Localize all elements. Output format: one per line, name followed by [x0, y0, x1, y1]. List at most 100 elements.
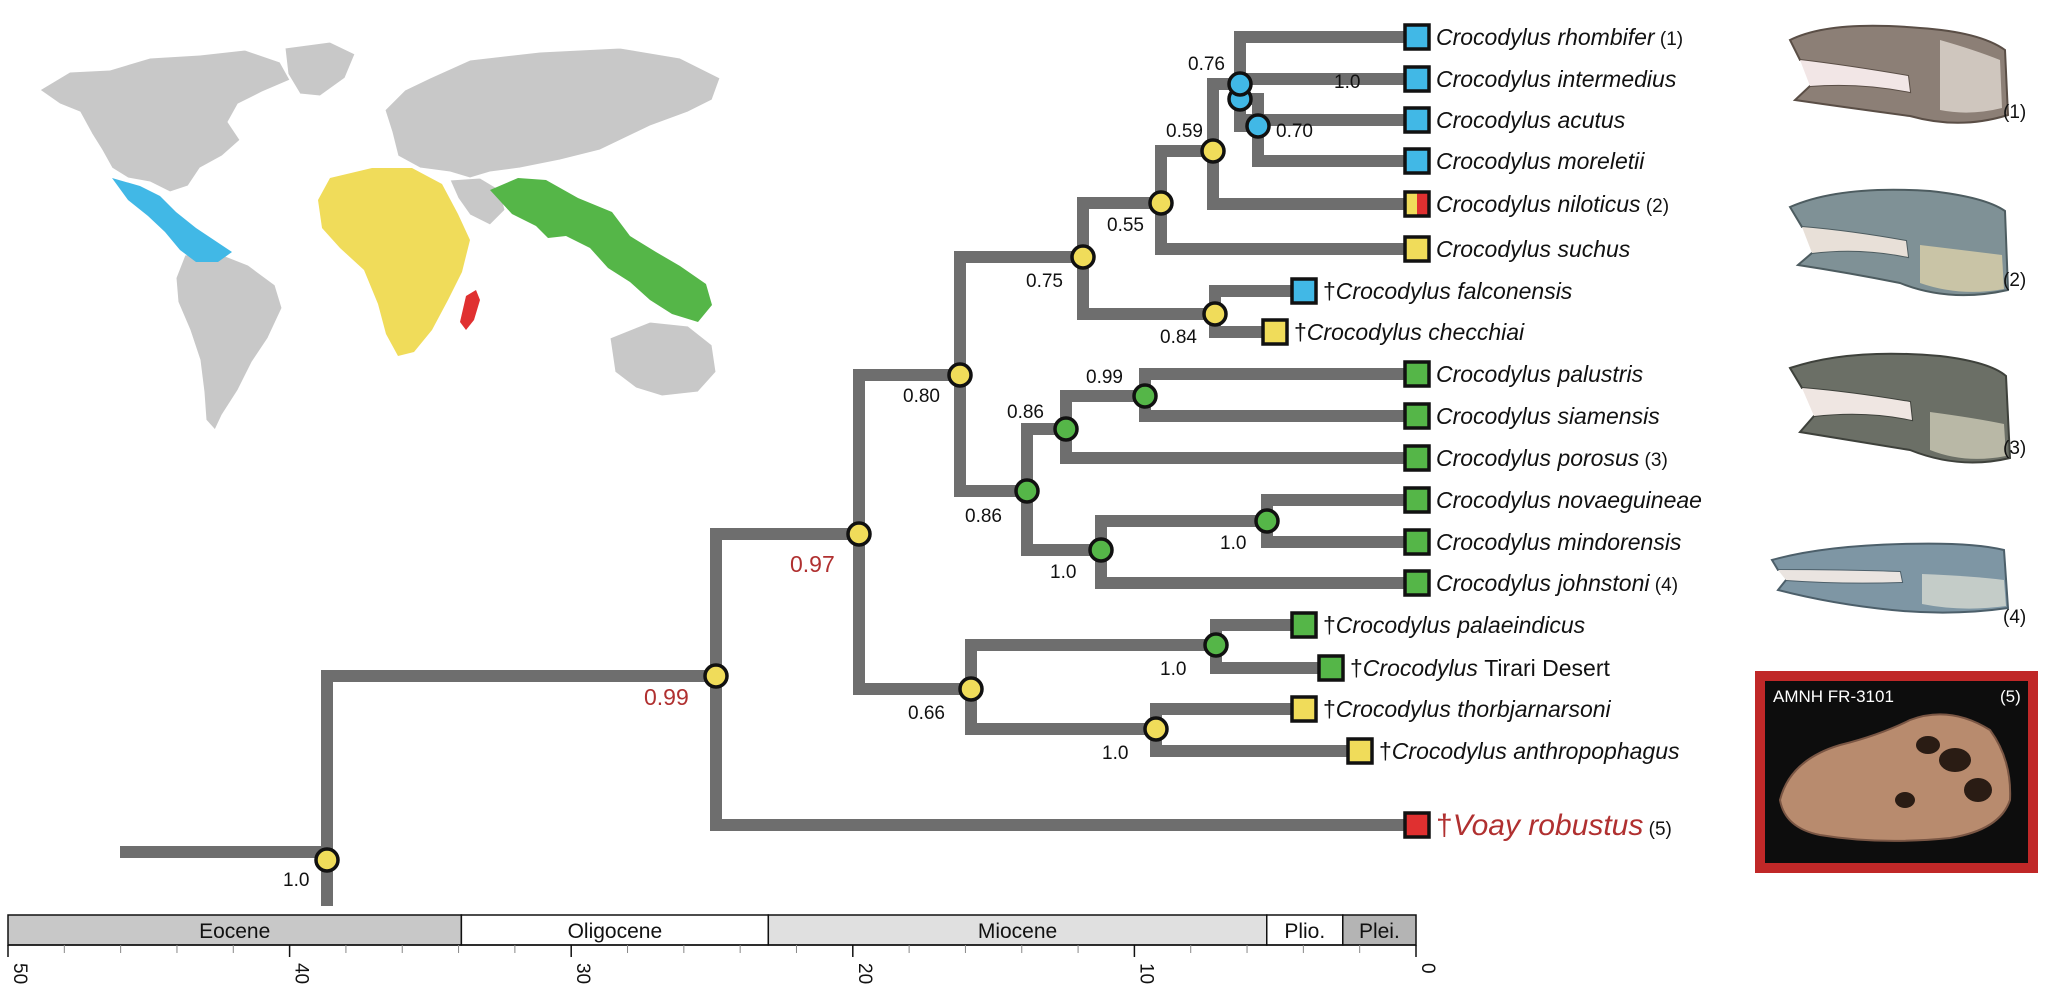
taxon-genus: Crocodylus [1307, 319, 1428, 345]
support-value-p: 0.66 [908, 703, 945, 724]
taxon-genus: Crocodylus [1436, 529, 1557, 555]
tip-square-16 [1290, 695, 1318, 723]
node-circle-r [703, 663, 729, 689]
taxon-label-8: Crocodylus palustris [1436, 361, 1644, 387]
taxon-species: johnstoni [1554, 570, 1650, 596]
tip-square-10 [1403, 444, 1431, 472]
fossil-skull [1778, 713, 2012, 842]
taxon-genus: Crocodylus [1436, 403, 1557, 429]
taxon-species: porosus [1556, 445, 1639, 471]
tip-square-2 [1403, 106, 1431, 134]
node-circle-d [1200, 138, 1226, 164]
head-image-3-ref: (3) [2003, 438, 2026, 459]
taxon-species: rhombifer [1557, 24, 1655, 50]
taxon-species: moreletii [1557, 148, 1645, 174]
taxon-species: palustris [1556, 361, 1643, 387]
support-value-i: 0.86 [1007, 402, 1044, 423]
taxon-label-7: †Crocodylus checchiai [1294, 319, 1525, 345]
support-value-n: 1.0 [1160, 659, 1186, 680]
node-circle-c [1227, 71, 1253, 97]
support-value-q: 0.97 [790, 551, 835, 577]
tree-branches [120, 31, 1422, 906]
node-markers [314, 71, 1280, 873]
crocodile-head-image-2 [1788, 188, 2010, 297]
support-value-c: 0.76 [1188, 54, 1225, 75]
support-value-h: 0.99 [1086, 367, 1123, 388]
taxon-label-14: †Crocodylus palaeindicus [1323, 612, 1586, 638]
extinct-dagger: † [1294, 319, 1307, 345]
epoch-band-1 [460, 914, 770, 946]
head-image-1-ref: (1) [2003, 102, 2026, 123]
crocodile-head-image-3 [1788, 352, 2012, 464]
tip-square-13 [1403, 569, 1431, 597]
taxon-genus: Crocodylus [1436, 487, 1557, 513]
support-value-s: 1.0 [283, 870, 309, 891]
taxon-label-15: †Crocodylus Tirari Desert [1350, 655, 1611, 681]
node-circle-n [1203, 632, 1229, 658]
extinct-dagger: † [1323, 696, 1336, 722]
range-asia-australia [490, 178, 712, 322]
taxon-ref: (1) [1655, 29, 1684, 50]
taxon-ref: (3) [1639, 450, 1668, 471]
node-circle-q [846, 521, 872, 547]
taxon-species: checchiai [1428, 319, 1525, 345]
taxon-genus: Crocodylus [1336, 278, 1457, 304]
taxon-species: acutus [1557, 107, 1625, 133]
tip-markers [1261, 23, 1431, 839]
extinct-dagger: † [1323, 278, 1336, 304]
epoch-label-4: Plei. [1359, 920, 1400, 943]
support-value-a: 1.0 [1334, 72, 1360, 93]
tip-square-8 [1403, 360, 1431, 388]
taxon-label-12: Crocodylus mindorensis [1436, 529, 1682, 555]
range-madagascar [460, 290, 480, 330]
support-value-j: 1.0 [1220, 533, 1246, 554]
support-value-d: 0.59 [1166, 121, 1203, 142]
time-tick-label-40: 40 [291, 963, 312, 984]
taxon-label-5: Crocodylus suchus [1436, 236, 1631, 262]
tip-square-9 [1403, 402, 1431, 430]
time-tick-label-20: 20 [854, 963, 875, 984]
support-value-o: 1.0 [1102, 743, 1128, 764]
taxon-label-17: †Crocodylus anthropophagus [1379, 738, 1680, 764]
support-value-r: 0.99 [644, 684, 689, 710]
taxon-genus: Crocodylus [1436, 236, 1557, 262]
taxon-species: Tirari Desert [1484, 655, 1610, 681]
node-circle-o [1143, 716, 1169, 742]
time-tick-label-10: 10 [1135, 963, 1156, 984]
epoch-band-2 [767, 914, 1268, 946]
support-value-l: 0.86 [965, 506, 1002, 527]
outgroup-label: †Voay robustus (5) [1436, 809, 1672, 842]
node-circle-i [1053, 416, 1079, 442]
node-circle-k [1088, 537, 1114, 563]
support-value-g: 0.75 [1026, 271, 1063, 292]
support-value-k: 1.0 [1050, 562, 1076, 583]
support-value-b: 0.70 [1276, 121, 1313, 142]
tip-square-15 [1317, 654, 1345, 682]
taxon-species: mindorensis [1557, 529, 1681, 555]
taxon-species: palaeindicus [1456, 612, 1585, 638]
map-land [39, 41, 721, 431]
extinct-dagger: † [1379, 738, 1392, 764]
tip-square-4-left [1405, 192, 1417, 216]
taxon-genus: Crocodylus [1392, 738, 1513, 764]
tip-square-11 [1403, 486, 1431, 514]
taxon-genus: Crocodylus [1436, 148, 1557, 174]
node-circle-b [1245, 113, 1271, 139]
head-image-4-ref: (4) [2003, 607, 2026, 628]
taxon-genus: Crocodylus [1436, 66, 1557, 92]
epoch-label-0: Eocene [199, 920, 270, 943]
head-image-2-ref: (2) [2003, 270, 2026, 291]
taxon-label-6: †Crocodylus falconensis [1323, 278, 1573, 304]
tip-square-12 [1403, 528, 1431, 556]
tip-square-17 [1346, 737, 1374, 765]
node-circle-s [314, 847, 340, 873]
tip-square-outgroup [1403, 811, 1431, 839]
taxon-genus: Crocodylus [1336, 696, 1457, 722]
taxon-label-11: Crocodylus novaeguineae [1436, 487, 1702, 513]
taxon-ref: (2) [1641, 196, 1670, 217]
support-values: 0.76 1.0 0.70 0.59 0.55 0.75 0.84 0.80 0.99 0.86 0… [283, 54, 1360, 891]
range-americas [112, 178, 232, 262]
epoch-band-0 [7, 914, 463, 946]
crocodile-head-image-4 [1770, 542, 2010, 614]
